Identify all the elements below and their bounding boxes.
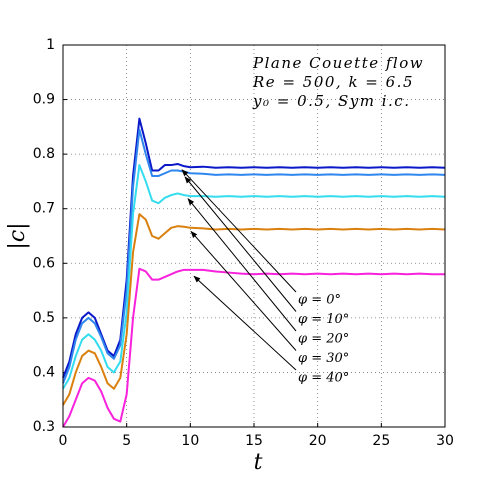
x-tick-label: 25 [372, 433, 390, 449]
series-line [62, 267, 445, 428]
annotation: Plane Couette flow [252, 54, 424, 72]
annotation: Re = 500, k = 6.5 [252, 73, 414, 91]
annotation-arrow [181, 169, 297, 293]
annotation-arrow [193, 275, 297, 371]
series-label: φ = 40° [298, 371, 349, 386]
annotation: y₀ = 0.5, Sym i.c. [252, 92, 410, 110]
x-tick-label: 5 [122, 433, 131, 449]
y-tick-label: 0.3 [33, 419, 55, 435]
series-line [62, 164, 446, 390]
x-tick-label: 0 [59, 433, 68, 449]
x-tick-label: 20 [309, 433, 327, 449]
y-tick-label: 0.8 [33, 146, 55, 162]
series-line [62, 213, 446, 406]
plot-frame [62, 44, 446, 428]
y-tick-label: 0.5 [33, 310, 55, 326]
y-tick-label: 1 [46, 37, 55, 53]
series-label: φ = 30° [298, 351, 349, 366]
series-label: φ = 0° [298, 293, 341, 308]
series-label: φ = 20° [298, 332, 349, 347]
x-tick-label: 30 [436, 433, 454, 449]
x-axis-label: t [254, 450, 263, 475]
y-tick-label: 0.7 [33, 201, 55, 217]
series-line [62, 128, 446, 384]
y-tick-label: 0.4 [33, 364, 55, 380]
series-label: φ = 10° [298, 312, 349, 327]
x-tick-label: 15 [245, 433, 263, 449]
y-tick-label: 0.6 [33, 255, 55, 271]
annotation-arrow [187, 198, 297, 332]
annotation-arrow [190, 230, 297, 351]
y-tick-label: 0.9 [33, 92, 55, 108]
x-tick-label: 10 [181, 433, 199, 449]
y-axis-label: |c| [5, 222, 30, 249]
annotation-arrow [184, 176, 297, 312]
